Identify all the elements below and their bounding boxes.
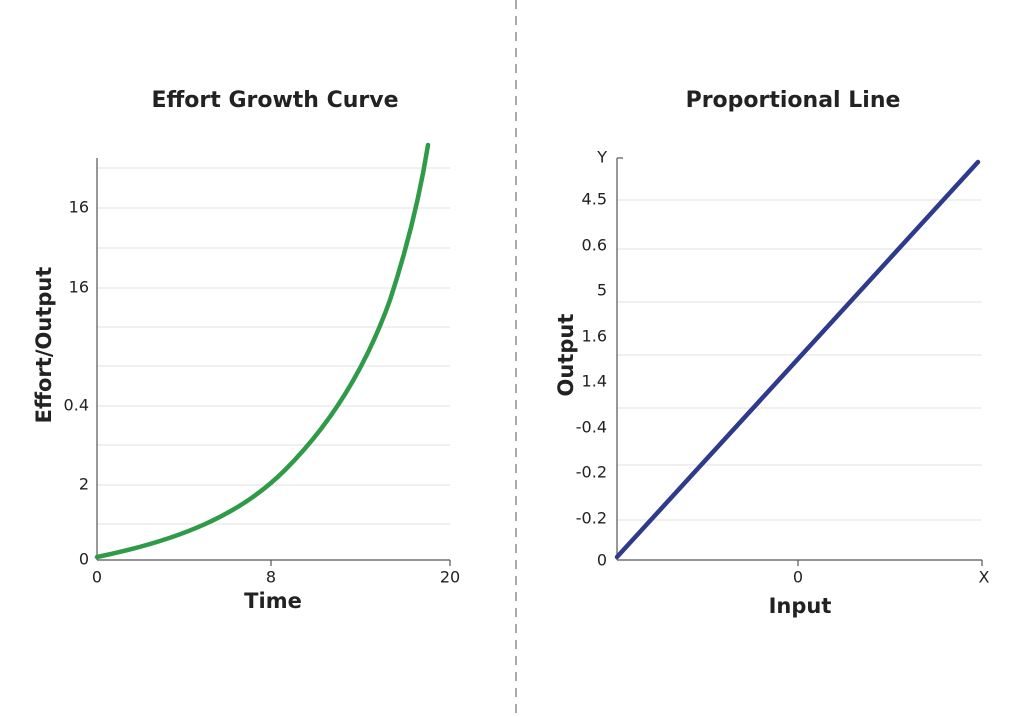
y-tick-label: 5 xyxy=(597,281,607,300)
y-tick-label: 1.4 xyxy=(582,372,607,391)
growth-curve xyxy=(94,142,431,560)
y-tick-label: 1.6 xyxy=(582,327,607,346)
title: Proportional Line xyxy=(686,88,901,113)
right-chart: Proportional Line Y 4.5 0.6 5 1.6 1.4 -0… xyxy=(554,88,990,618)
x-axis-label: Input xyxy=(769,594,832,618)
y-tick-label: 0.6 xyxy=(582,236,607,255)
left-chart: Effort Growth Curve 16 16 0.4 2 0 0 8 20… xyxy=(32,88,460,613)
x-tick-label: X xyxy=(979,568,990,587)
y-tick-label: 4.5 xyxy=(582,190,607,209)
x-tick-label: 0 xyxy=(793,568,803,587)
y-tick-label: 0 xyxy=(79,550,89,569)
x-tick-label: 20 xyxy=(440,568,460,587)
y-axis-label: Output xyxy=(554,314,578,397)
x-axis-label: Time xyxy=(244,589,302,613)
y-axis-label: Effort/Output xyxy=(32,267,56,424)
y-tick-label: -0.4 xyxy=(576,418,607,437)
y-tick-label: 16 xyxy=(69,278,89,297)
x-tick-label: 8 xyxy=(266,568,276,587)
y-tick-label: Y xyxy=(596,148,607,167)
y-tick-label: -0.2 xyxy=(576,509,607,528)
y-tick-label: 16 xyxy=(69,198,89,217)
grid xyxy=(617,199,982,521)
proportional-line xyxy=(614,159,981,560)
x-tick-label: 0 xyxy=(92,568,102,587)
y-tick-label: 0 xyxy=(597,551,607,570)
y-tick-label: -0.2 xyxy=(576,463,607,482)
grid xyxy=(97,167,450,525)
y-tick-label: 2 xyxy=(79,475,89,494)
y-tick-label: 0.4 xyxy=(64,396,89,415)
title: Effort Growth Curve xyxy=(151,88,398,113)
